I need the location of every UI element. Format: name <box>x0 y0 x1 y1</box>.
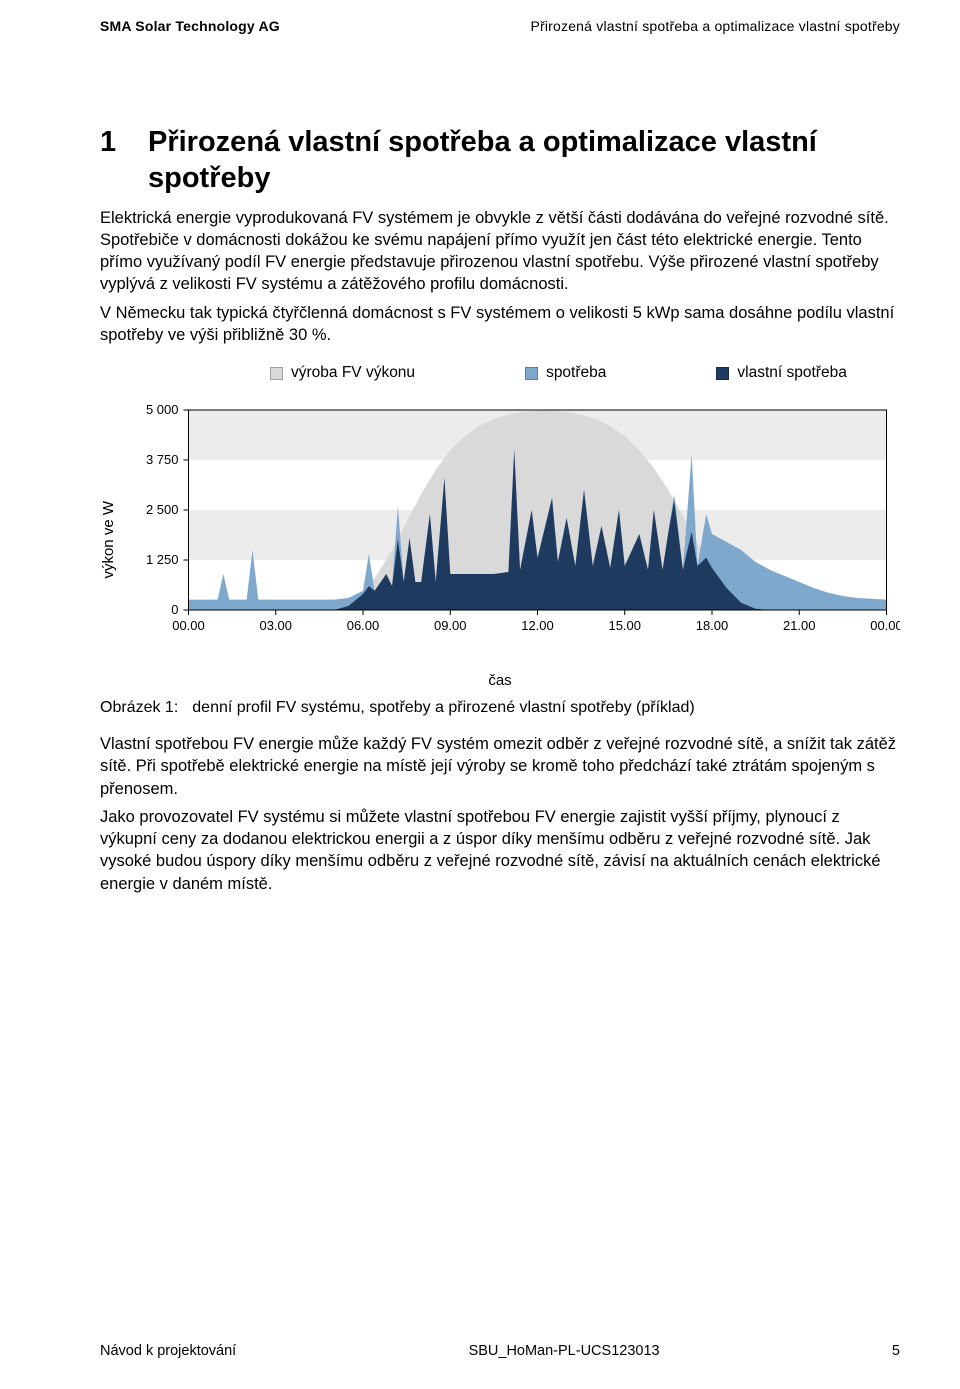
footer-left: Návod k projektování <box>100 1343 236 1359</box>
swatch-cons <box>525 367 538 380</box>
section-number: 1 <box>100 124 148 160</box>
svg-text:00.00: 00.00 <box>870 618 900 633</box>
section-heading: 1 Přirozená vlastní spotřeba a optimaliz… <box>100 124 900 197</box>
daily-profile-chart: 0 1 250 2 500 3 750 5 000 00.00 03.00 06.00 09.0… <box>123 400 900 650</box>
svg-text:00.00: 00.00 <box>172 618 205 633</box>
paragraph-2: V Německu tak typická čtyřčlenná domácno… <box>100 302 900 347</box>
chart-ylabel: výkon ve W <box>100 471 117 579</box>
svg-text:3 750: 3 750 <box>146 452 179 467</box>
header-section: Přirozená vlastní spotřeba a optimalizac… <box>530 18 900 34</box>
svg-text:12.00: 12.00 <box>521 618 554 633</box>
svg-text:0: 0 <box>171 602 178 617</box>
page-footer: Návod k projektování SBU_HoMan-PL-UCS123… <box>100 1343 900 1359</box>
swatch-self <box>716 367 729 380</box>
legend-pv-label: výroba FV výkonu <box>291 364 415 382</box>
svg-text:15.00: 15.00 <box>608 618 641 633</box>
svg-text:18.00: 18.00 <box>696 618 729 633</box>
legend-self: vlastní spotřeba <box>716 364 846 382</box>
header-company: SMA Solar Technology AG <box>100 18 280 34</box>
svg-text:09.00: 09.00 <box>434 618 467 633</box>
page-header: SMA Solar Technology AG Přirozená vlastn… <box>100 18 900 34</box>
caption-label: Obrázek 1: <box>100 699 178 717</box>
legend-cons: spotřeba <box>525 364 606 382</box>
paragraph-1: Elektrická energie vyprodukovaná FV syst… <box>100 207 900 296</box>
svg-text:21.00: 21.00 <box>783 618 816 633</box>
paragraph-3: Vlastní spotřebou FV energie může každý … <box>100 733 900 800</box>
page-content: 1 Přirozená vlastní spotřeba a optimaliz… <box>100 124 900 895</box>
footer-mid: SBU_HoMan-PL-UCS123013 <box>469 1343 660 1359</box>
chart-legend: výroba FV výkonu spotřeba vlastní spotře… <box>270 364 900 382</box>
svg-text:5 000: 5 000 <box>146 402 179 417</box>
figure-caption: Obrázek 1: denní profil FV systému, spot… <box>100 699 900 717</box>
svg-text:2 500: 2 500 <box>146 502 179 517</box>
swatch-pv <box>270 367 283 380</box>
paragraph-4: Jako provozovatel FV systému si můžete v… <box>100 806 900 895</box>
section-title: Přirozená vlastní spotřeba a optimalizac… <box>148 124 900 197</box>
footer-page-number: 5 <box>892 1343 900 1359</box>
svg-text:1 250: 1 250 <box>146 552 179 567</box>
caption-text: denní profil FV systému, spotřeby a přir… <box>192 699 694 717</box>
svg-text:03.00: 03.00 <box>259 618 292 633</box>
legend-self-label: vlastní spotřeba <box>737 364 846 382</box>
legend-cons-label: spotřeba <box>546 364 606 382</box>
svg-text:06.00: 06.00 <box>347 618 380 633</box>
legend-pv: výroba FV výkonu <box>270 364 415 382</box>
chart-xlabel: čas <box>100 672 900 689</box>
chart-container: výkon ve W 0 1 250 2 500 3 750 5 000 00.00 03.… <box>100 400 900 650</box>
